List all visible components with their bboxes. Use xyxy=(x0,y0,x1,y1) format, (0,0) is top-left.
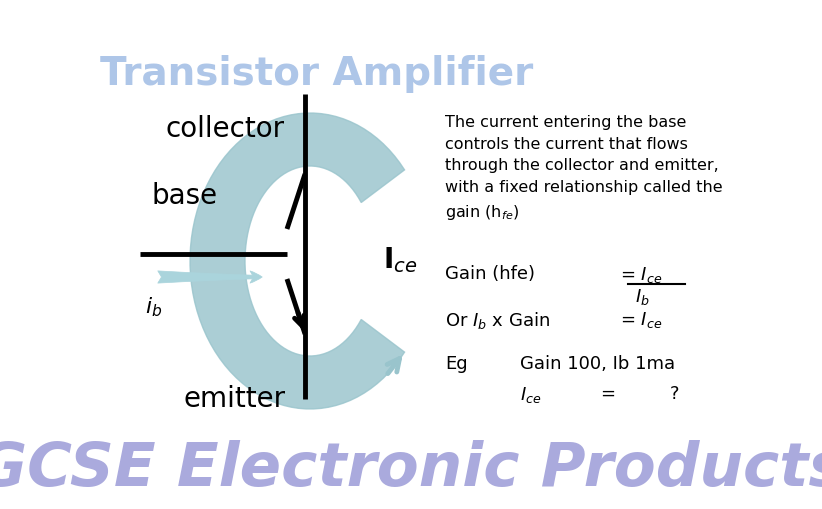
Text: ?: ? xyxy=(670,384,680,402)
Polygon shape xyxy=(190,114,404,409)
Text: Gain (hfe): Gain (hfe) xyxy=(445,265,535,282)
Text: = $I_{ce}$: = $I_{ce}$ xyxy=(620,265,663,285)
Text: collector: collector xyxy=(165,115,284,143)
Text: Or $I_b$ x Gain: Or $I_b$ x Gain xyxy=(445,309,550,330)
Text: The current entering the base
controls the current that flows
through the collec: The current entering the base controls t… xyxy=(445,115,723,221)
Text: $\mathbf{I}_{ce}$: $\mathbf{I}_{ce}$ xyxy=(383,245,418,274)
Text: $\mathit{i}_b$: $\mathit{i}_b$ xyxy=(145,294,162,318)
Text: Gain 100, Ib 1ma: Gain 100, Ib 1ma xyxy=(520,354,675,372)
Text: $I_{ce}$: $I_{ce}$ xyxy=(520,384,542,404)
Text: base: base xyxy=(152,182,218,210)
Text: emitter: emitter xyxy=(184,384,286,412)
Text: Eg: Eg xyxy=(445,354,468,372)
Text: Transistor Amplifier: Transistor Amplifier xyxy=(100,55,533,93)
Text: $I_b$: $I_b$ xyxy=(635,287,649,306)
Text: = $I_{ce}$: = $I_{ce}$ xyxy=(620,309,663,329)
Text: =: = xyxy=(600,384,615,402)
Text: GCSE Electronic Products: GCSE Electronic Products xyxy=(0,440,822,498)
